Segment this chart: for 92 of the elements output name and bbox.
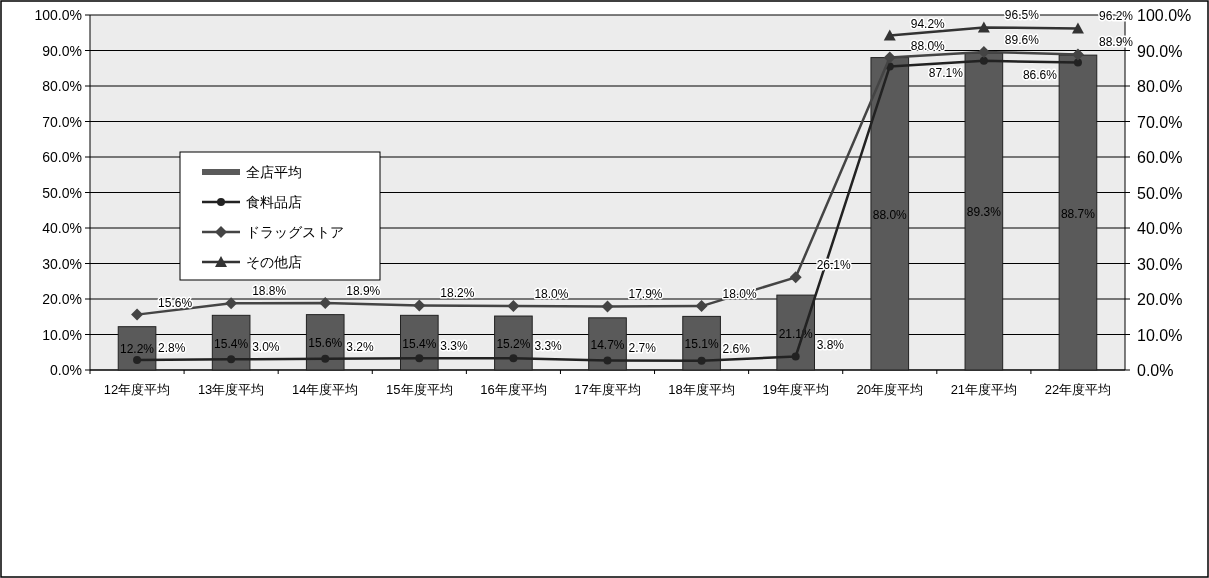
data-label: 15.2% xyxy=(496,337,531,352)
y2-tick-label: 40.0% xyxy=(1137,220,1183,237)
y2-tick-label: 100.0% xyxy=(1137,7,1192,24)
point xyxy=(697,356,706,365)
point xyxy=(883,51,896,64)
x-tick-label: 16年度平均 xyxy=(480,382,547,397)
y-tick-label: 100.0% xyxy=(34,7,82,23)
point xyxy=(977,21,990,33)
y-tick-label: 70.0% xyxy=(42,113,82,130)
data-label: 3.8% xyxy=(816,337,845,352)
y2-tick-label: 80.0% xyxy=(1137,78,1183,95)
y-tick-label: 80.0% xyxy=(42,78,82,94)
data-label: 2.8% xyxy=(158,341,186,356)
data-label: 18.9% xyxy=(346,283,381,298)
data-label: 12.2% xyxy=(120,342,155,357)
point xyxy=(507,300,520,313)
x-tick-label: 12年度平均 xyxy=(103,382,171,397)
point xyxy=(413,299,426,312)
point xyxy=(1073,58,1082,67)
data-label: 3.2% xyxy=(346,339,374,354)
point xyxy=(789,271,802,284)
point xyxy=(977,45,990,58)
point xyxy=(979,56,988,65)
data-label: 87.1% xyxy=(928,65,964,80)
point xyxy=(883,29,896,41)
data-label: 15.1% xyxy=(684,337,719,352)
y-tick-label: 10.0% xyxy=(42,326,82,343)
data-label: 88.0% xyxy=(910,38,946,53)
x-tick-label: 18年度平均 xyxy=(668,382,735,397)
data-label: 15.6% xyxy=(158,295,193,310)
data-label: 94.2% xyxy=(910,16,946,31)
x-tick-label: 22年度平均 xyxy=(1044,382,1112,397)
data-label: 18.8% xyxy=(252,284,287,299)
point xyxy=(225,297,238,310)
data-label: 89.3% xyxy=(966,205,1002,220)
y2-tick-label: 70.0% xyxy=(1137,113,1183,131)
point xyxy=(601,300,614,313)
point xyxy=(695,300,708,313)
y2-tick-label: 90.0% xyxy=(1137,42,1183,60)
data-label: 14.7% xyxy=(590,337,625,352)
point xyxy=(791,352,800,361)
point xyxy=(227,355,236,364)
y-tick-label: 30.0% xyxy=(42,255,82,272)
y2-tick-label: 30.0% xyxy=(1137,255,1183,273)
x-tick-label: 13年度平均 xyxy=(197,382,265,397)
y-tick-label: 90.0% xyxy=(42,42,82,59)
y-tick-label: 40.0% xyxy=(42,220,82,236)
y-tick-label: 0.0% xyxy=(50,362,82,378)
data-label: 15.4% xyxy=(402,336,437,351)
data-label: 96.5% xyxy=(1004,8,1040,23)
x-tick-label: 14年度平均 xyxy=(291,382,359,397)
data-label: 2.6% xyxy=(722,341,751,356)
data-label: 89.6% xyxy=(1004,32,1040,47)
point xyxy=(131,308,144,321)
point xyxy=(415,354,424,363)
legend-label: その他店 xyxy=(246,254,302,270)
y2-tick-label: 50.0% xyxy=(1137,184,1183,202)
data-label: 21.1% xyxy=(778,326,814,341)
data-label: 88.9% xyxy=(1098,35,1134,50)
legend-label: ドラッグストア xyxy=(246,224,344,240)
point xyxy=(603,356,612,365)
x-tick-label: 21年度平均 xyxy=(950,382,1018,397)
x-tick-label: 17年度平均 xyxy=(574,382,641,397)
point xyxy=(133,356,142,365)
data-label: 88.7% xyxy=(1060,206,1096,221)
point xyxy=(509,354,518,363)
x-tick-label: 15年度平均 xyxy=(386,382,453,397)
data-label: 15.4% xyxy=(214,336,249,351)
legend-label: 食料品店 xyxy=(246,194,302,210)
y2-tick-label: 0.0% xyxy=(1137,362,1174,379)
x-tick-label: 20年度平均 xyxy=(856,382,924,397)
data-label: 18.0% xyxy=(534,287,569,302)
y2-tick-label: 60.0% xyxy=(1137,149,1183,166)
data-label: 88.0% xyxy=(872,207,908,222)
data-label: 2.7% xyxy=(628,341,657,356)
legend-label: 全店平均 xyxy=(246,164,302,180)
data-label: 15.6% xyxy=(308,336,343,351)
data-label: 86.6% xyxy=(1022,67,1058,82)
data-label: 3.0% xyxy=(252,340,280,355)
data-label: 3.3% xyxy=(534,339,563,354)
y2-tick-label: 10.0% xyxy=(1137,326,1183,344)
y-tick-label: 20.0% xyxy=(42,291,82,307)
data-label: 18.2% xyxy=(440,286,475,301)
data-label: 17.9% xyxy=(628,287,663,302)
point xyxy=(321,354,330,363)
y-tick-label: 50.0% xyxy=(42,184,82,201)
point xyxy=(1071,22,1084,34)
y-tick-label: 60.0% xyxy=(42,149,82,165)
y2-tick-label: 20.0% xyxy=(1137,291,1183,308)
data-label: 96.2% xyxy=(1098,9,1134,24)
x-tick-label: 19年度平均 xyxy=(762,382,829,397)
data-label: 3.3% xyxy=(440,339,468,354)
